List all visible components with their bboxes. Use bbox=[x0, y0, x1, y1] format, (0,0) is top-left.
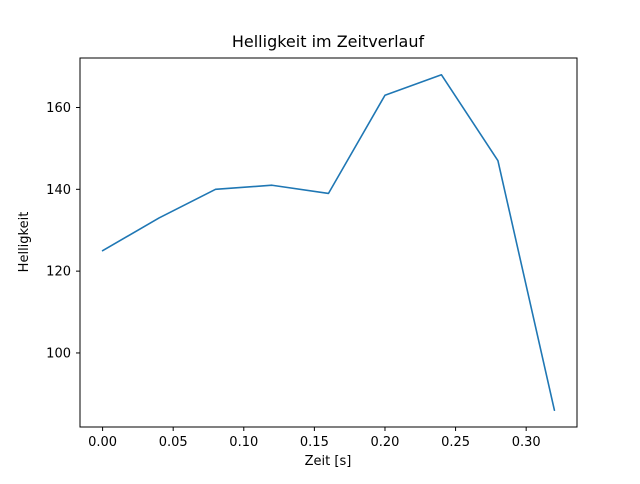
series-line bbox=[101, 73, 556, 412]
data-series-group bbox=[101, 73, 556, 412]
x-tick-label: 0.10 bbox=[229, 435, 258, 450]
y-tick-label: 140 bbox=[46, 183, 71, 198]
y-tick-group: 100 120 140 160 bbox=[46, 101, 80, 361]
axes-frame bbox=[79, 57, 578, 428]
x-tick-label: 0.20 bbox=[371, 435, 400, 450]
x-tick-label: 0.25 bbox=[441, 435, 470, 450]
y-axis-label: Helligkeit bbox=[17, 212, 32, 273]
x-tick-group: 0.00 0.05 0.10 0.15 0.20 0.25 0.30 bbox=[88, 427, 541, 450]
x-tick-label: 0.05 bbox=[159, 435, 188, 450]
plot-area bbox=[80, 58, 577, 427]
x-axis-label: Zeit [s] bbox=[305, 454, 352, 469]
x-tick-label: 0.00 bbox=[88, 435, 117, 450]
x-tick-label: 0.15 bbox=[300, 435, 329, 450]
y-tick-label: 100 bbox=[46, 346, 71, 361]
chart-title: Helligkeit im Zeitverlauf bbox=[232, 32, 425, 51]
y-tick-label: 120 bbox=[46, 265, 71, 280]
y-tick-label: 160 bbox=[46, 101, 71, 116]
x-tick-label: 0.30 bbox=[512, 435, 541, 450]
